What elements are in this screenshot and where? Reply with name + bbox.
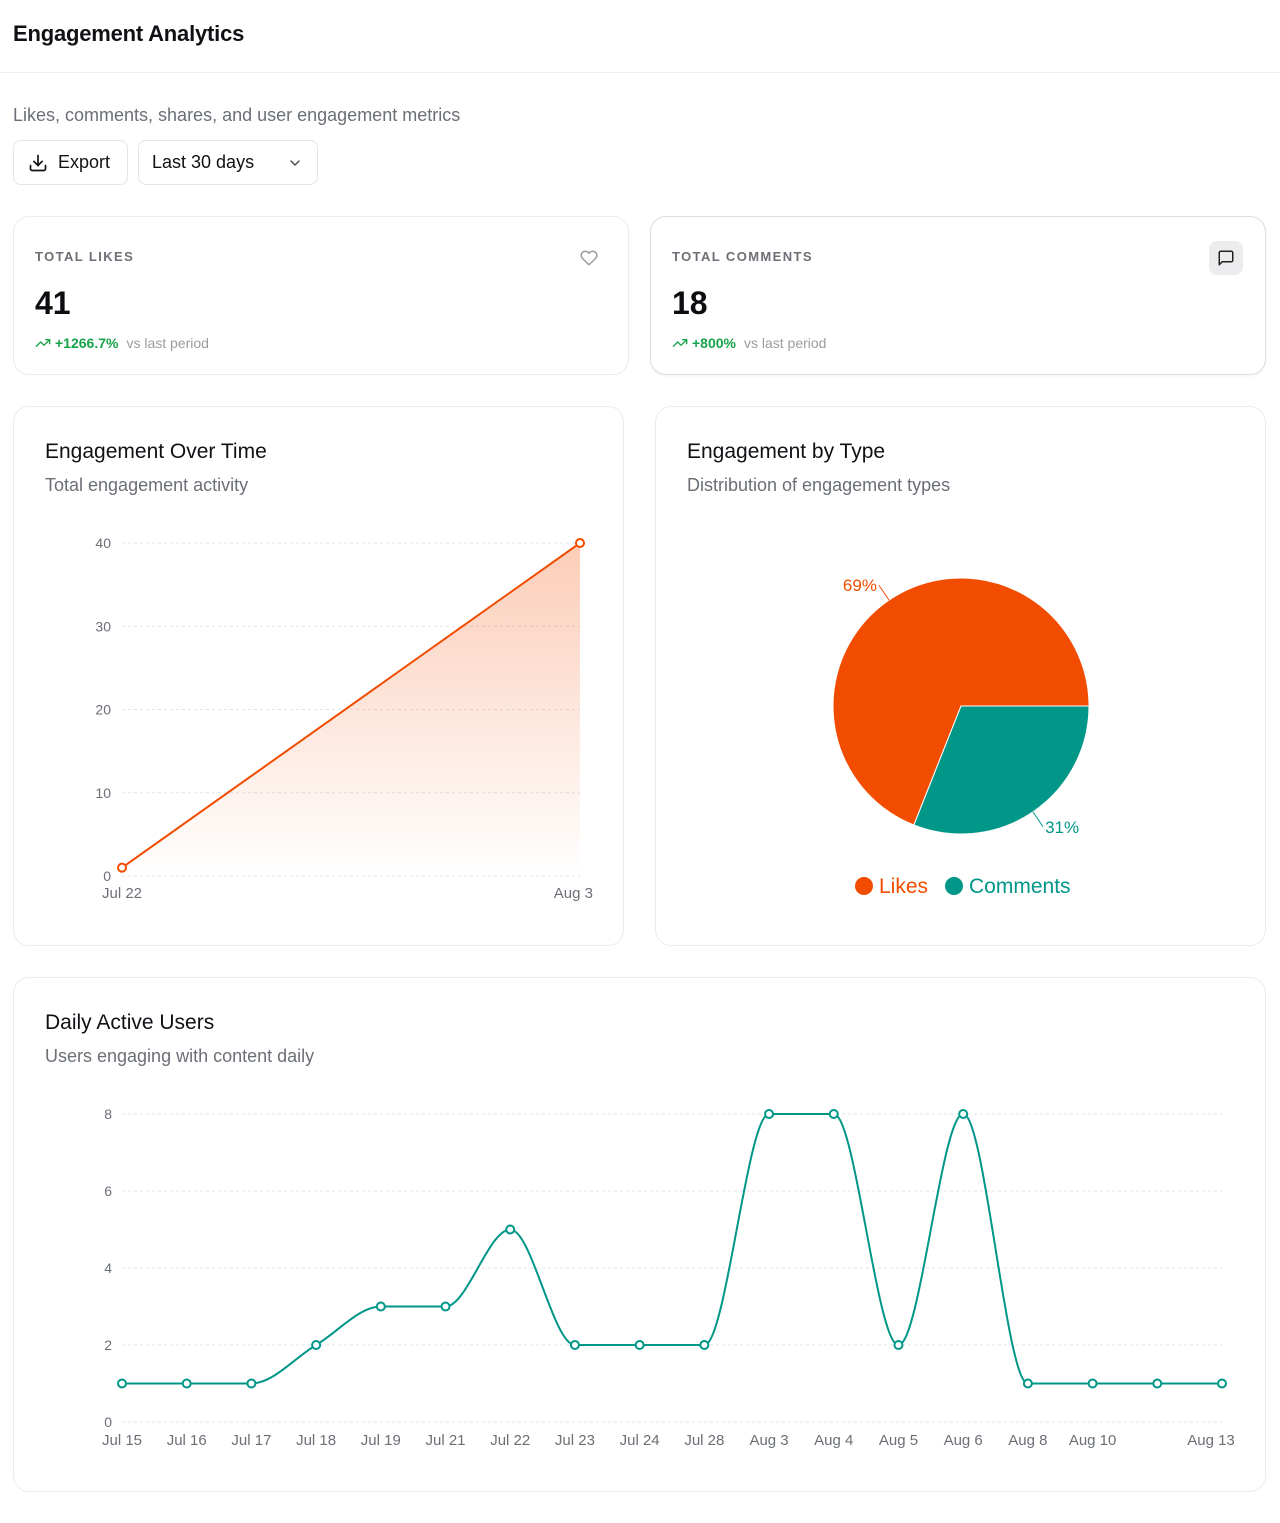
data-point <box>699 1340 710 1350</box>
stat-label: TOTAL COMMENTS <box>672 249 813 264</box>
message-square-icon <box>1209 241 1243 275</box>
y-tick-label: 30 <box>95 618 111 634</box>
card-description: Users engaging with content daily <box>45 1046 315 1066</box>
y-tick-label: 40 <box>95 535 111 551</box>
x-tick-label: Aug 4 <box>814 1432 853 1449</box>
y-tick-label: 0 <box>104 1414 112 1430</box>
x-tick-label: Aug 13 <box>1187 1432 1235 1449</box>
x-tick-label: Jul 23 <box>555 1432 595 1449</box>
pie-label-line <box>878 584 890 601</box>
stat-trend: +1266.7% vs last period <box>35 335 209 351</box>
engagement-over-time-card: Engagement Over Time Total engagement ac… <box>13 406 624 946</box>
daily-active-users-chart: 0 2 4 6 8 Jul 15 Jul 16 Jul 17 Jul 18 Jul 19 Jul 2… <box>102 1106 1235 1449</box>
x-tick-label: Jul 16 <box>167 1432 207 1449</box>
trending-up-icon <box>35 335 51 351</box>
page-header: Engagement Analytics <box>0 0 1280 73</box>
pie-slice <box>832 577 1090 826</box>
total-likes-card: TOTAL LIKES 41 +1266.7% vs last period <box>13 216 629 375</box>
pie-slice <box>913 705 1090 835</box>
stat-change: +800% <box>692 335 736 351</box>
data-point <box>440 1301 451 1312</box>
x-tick-label: Aug 3 <box>749 1432 788 1449</box>
stat-change: +1266.7% <box>55 335 119 351</box>
x-tick-label: Aug 6 <box>944 1432 983 1449</box>
engagement-by-type-chart: 69% 31% Likes Comments <box>832 576 1090 898</box>
total-comments-card: TOTAL COMMENTS 18 +800% vs last period <box>650 216 1266 375</box>
stat-trend: +800% vs last period <box>672 335 826 351</box>
x-tick-label: Aug 5 <box>879 1432 918 1449</box>
x-tick-label: Jul 21 <box>426 1432 466 1449</box>
data-point <box>958 1109 969 1119</box>
trending-up-icon <box>672 335 688 351</box>
stat-label: TOTAL LIKES <box>35 249 135 264</box>
card-title: Daily Active Users <box>45 1011 215 1034</box>
data-point <box>828 1109 839 1119</box>
page-title: Engagement Analytics <box>13 21 245 46</box>
x-tick-label: Jul 18 <box>296 1432 336 1449</box>
data-point <box>569 1340 580 1350</box>
series-line <box>121 542 581 869</box>
legend-label: Likes <box>879 875 928 898</box>
stat-value: 41 <box>35 285 71 321</box>
data-point <box>764 1109 775 1119</box>
heart-icon <box>572 241 606 275</box>
engagement-over-time-chart: 0 10 20 30 40 Jul 22 Aug 3 <box>95 535 593 902</box>
daily-active-users-card: Daily Active Users Users engaging with c… <box>13 977 1266 1492</box>
card-description: Distribution of engagement types <box>687 475 951 495</box>
data-point <box>575 538 585 548</box>
data-point <box>634 1340 645 1350</box>
area-fill <box>122 543 580 876</box>
stat-change-suffix: vs last period <box>743 335 827 351</box>
data-point <box>375 1301 386 1312</box>
card-title: Engagement by Type <box>687 440 886 463</box>
legend-label: Comments <box>969 875 1071 898</box>
x-tick-label: Aug 10 <box>1069 1432 1117 1449</box>
legend-marker <box>945 877 963 895</box>
stat-change-suffix: vs last period <box>126 335 209 351</box>
data-point <box>246 1378 257 1389</box>
y-tick-label: 2 <box>104 1337 112 1353</box>
data-point <box>117 1378 127 1389</box>
data-point <box>1087 1378 1098 1389</box>
x-tick-label: Jul 28 <box>684 1432 724 1449</box>
y-tick-label: 6 <box>104 1183 112 1199</box>
data-point <box>311 1340 322 1350</box>
export-button[interactable]: Export <box>13 140 128 185</box>
x-tick-label: Jul 17 <box>231 1432 271 1449</box>
card-description: Total engagement activity <box>45 475 249 495</box>
legend-marker <box>855 877 873 895</box>
y-tick-label: 4 <box>104 1260 112 1276</box>
series-line <box>122 1112 1222 1385</box>
x-tick-label: Jul 19 <box>361 1432 401 1449</box>
pie-label-line <box>1032 811 1044 828</box>
export-label: Export <box>58 152 111 172</box>
data-point <box>893 1340 904 1350</box>
x-tick-label: Jul 22 <box>490 1432 530 1449</box>
x-tick-label: Jul 22 <box>102 885 142 902</box>
date-range-label: Last 30 days <box>152 152 255 172</box>
x-tick-label: Aug 8 <box>1008 1432 1047 1449</box>
y-tick-label: 20 <box>95 702 111 718</box>
data-point <box>181 1378 192 1389</box>
x-tick-label: Jul 15 <box>102 1432 142 1449</box>
engagement-by-type-card: Engagement by Type Distribution of engag… <box>655 406 1266 946</box>
stat-value: 18 <box>672 285 708 321</box>
x-tick-label: Aug 3 <box>554 885 593 902</box>
y-tick-label: 0 <box>103 868 111 884</box>
y-tick-label: 8 <box>104 1106 112 1122</box>
data-point <box>1152 1378 1163 1389</box>
y-tick-label: 10 <box>95 785 111 801</box>
date-range-select[interactable]: Last 30 days <box>138 140 318 185</box>
pie-value-label: 31% <box>1045 818 1079 837</box>
data-point <box>505 1224 516 1235</box>
data-point <box>1217 1378 1227 1389</box>
data-point <box>117 862 127 873</box>
download-icon <box>28 153 48 173</box>
card-title: Engagement Over Time <box>45 440 267 463</box>
pie-value-label: 69% <box>843 576 877 595</box>
x-tick-label: Jul 24 <box>620 1432 660 1449</box>
page-subtitle: Likes, comments, shares, and user engage… <box>13 105 461 125</box>
data-point <box>1022 1378 1033 1389</box>
chevron-down-icon <box>287 155 303 176</box>
